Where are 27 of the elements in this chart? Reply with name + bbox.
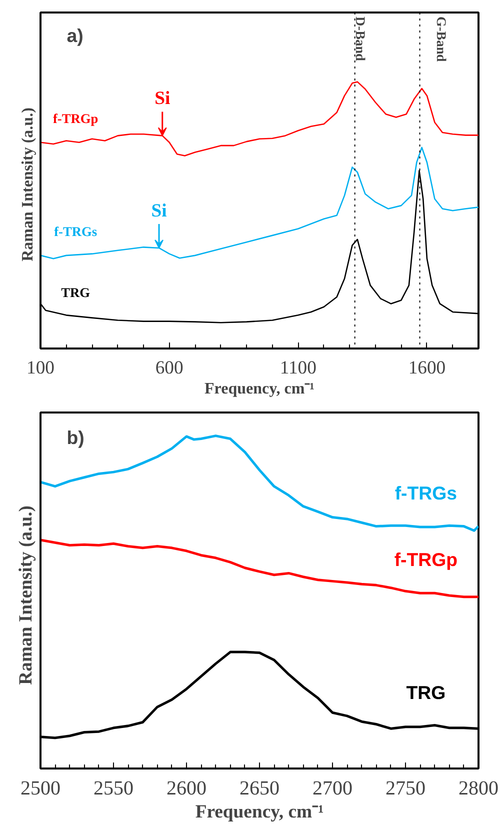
x-tick-label: 1600	[408, 358, 446, 378]
x-tick-label: 1100	[280, 358, 316, 378]
ref-line-label: G-Band	[434, 16, 449, 62]
series-label: f-TRGp	[52, 110, 98, 126]
x-tick-label: 2500	[20, 778, 60, 800]
x-tick-label: 600	[155, 358, 184, 378]
series-label: f-TRGp	[394, 548, 458, 570]
x-tick-label: 2700	[312, 778, 352, 800]
series-label: TRG	[406, 682, 446, 703]
series-label: TRG	[61, 285, 90, 300]
x-axis-title: Frequency, cm⁻¹	[195, 802, 324, 822]
ref-line-label: D-Band	[352, 16, 368, 62]
x-tick-label: 2550	[94, 778, 134, 800]
annotation: b)	[66, 427, 84, 448]
y-axis-title: Raman Intensity (a.u.)	[20, 108, 36, 262]
x-tick-label: 100	[26, 358, 54, 378]
y-axis-title: Raman Intensity (a.u.)	[16, 505, 36, 685]
x-tick-label: 2600	[166, 778, 206, 800]
x-tick-label: 2650	[240, 778, 280, 800]
series-label: f-TRGs	[54, 224, 98, 239]
x-tick-label: 2750	[386, 778, 426, 800]
annotation: Si	[154, 88, 170, 110]
x-tick-label: 2800	[458, 778, 498, 800]
annotation: Si	[151, 200, 167, 222]
text: a)	[66, 25, 84, 46]
x-axis-title: Frequency, cm⁻¹	[204, 380, 315, 398]
series-label: f-TRGs	[394, 482, 458, 504]
